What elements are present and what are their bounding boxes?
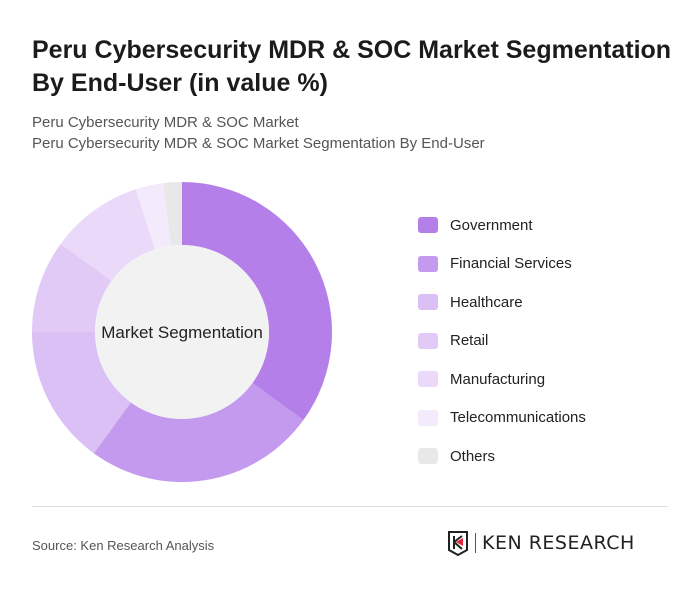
legend-item: Government: [418, 206, 586, 245]
legend-label: Government: [450, 216, 533, 234]
donut-center: [95, 245, 269, 419]
logo-text: KEN RESEARCH: [482, 532, 635, 554]
subtitle-segmentation: Peru Cybersecurity MDR & SOC Market Segm…: [32, 135, 485, 152]
slice-government: [182, 182, 332, 421]
legend-swatch: [418, 371, 438, 388]
legend-item: Retail: [418, 322, 586, 361]
slice-telecommunications: [135, 183, 172, 250]
legend-swatch: [418, 409, 438, 426]
legend-swatch: [418, 448, 438, 465]
slice-financial-services: [93, 383, 304, 482]
legend-label: Retail: [450, 332, 489, 350]
legend-item: Healthcare: [418, 283, 586, 322]
legend-swatch: [418, 255, 438, 272]
legend-item: Financial Services: [418, 245, 586, 284]
legend-label: Telecommunications: [450, 409, 586, 427]
divider: [32, 506, 668, 507]
ken-research-logo: KEN RESEARCH: [447, 530, 635, 556]
subtitle-market: Peru Cybersecurity MDR & SOC Market: [32, 114, 299, 131]
slice-healthcare: [32, 332, 131, 454]
legend-label: Others: [450, 447, 496, 465]
logo-mark-icon: [448, 531, 468, 556]
legend-item: Others: [418, 437, 586, 476]
source-note: Source: Ken Research Analysis: [32, 538, 215, 553]
legend: Government Financial Services Healthcare Re…: [418, 206, 586, 476]
legend-swatch: [418, 294, 438, 311]
slice-manufacturing: [60, 189, 156, 281]
legend-label: Healthcare: [450, 293, 523, 311]
legend-item: Manufacturing: [418, 360, 586, 399]
slice-retail: [32, 243, 112, 332]
legend-swatch: [418, 217, 438, 234]
legend-item: Telecommunications: [418, 399, 586, 438]
chart-title: Peru Cybersecurity MDR & SOC Market Segm…: [32, 36, 672, 97]
center-label: Market Segmentation: [101, 323, 263, 342]
legend-swatch: [418, 332, 438, 349]
legend-label: Financial Services: [450, 255, 572, 273]
slice-others: [163, 182, 182, 246]
legend-label: Manufacturing: [450, 370, 546, 388]
